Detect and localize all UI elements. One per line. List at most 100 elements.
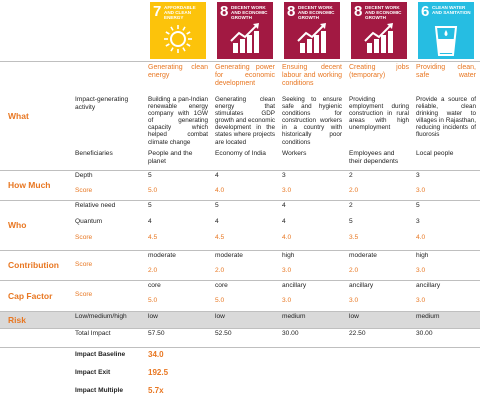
cell: 3.0 <box>416 187 426 194</box>
cell: ancillary <box>349 282 374 289</box>
cell: 2 <box>349 172 353 179</box>
cell: 5.0 <box>215 297 225 304</box>
sdg-icon <box>230 23 259 53</box>
sdg-number: 7 <box>153 3 162 20</box>
sdg-label: DECENT WORK AND ECONOMIC GROWTH <box>231 5 268 20</box>
column-title: Creating jobs (temporary) <box>349 64 409 79</box>
sdg-label: DECENT WORK AND ECONOMIC GROWTH <box>298 5 335 20</box>
row-label: Low/medium/high <box>75 313 127 320</box>
separator <box>0 347 480 348</box>
cell: medium <box>416 313 440 320</box>
summary-value: 192.5 <box>148 368 169 377</box>
row-label: Score <box>75 234 93 241</box>
cell: 4.0 <box>282 234 292 241</box>
separator <box>0 170 480 171</box>
cell: 4.0 <box>215 187 225 194</box>
sdg-number: 8 <box>354 3 363 20</box>
sdg-label: CLEAN WATER AND SANITATION <box>432 5 471 15</box>
cell: 2.0 <box>349 267 359 274</box>
cell: People and the planet <box>148 150 193 165</box>
summary-value: 5.7x <box>148 386 164 395</box>
cell: 3.5 <box>349 234 359 241</box>
sdg-tile: 6 CLEAN WATER AND SANITATION <box>418 2 474 59</box>
separator <box>0 61 480 62</box>
cell: 4 <box>148 218 152 225</box>
cell: ancillary <box>282 282 307 289</box>
cell: Generating clean energy that stimulates … <box>215 96 275 146</box>
cell: moderate <box>148 252 176 259</box>
section-label: Who <box>8 220 27 230</box>
cell: 4 <box>282 202 286 209</box>
sdg-icon <box>164 25 192 53</box>
separator <box>0 311 480 312</box>
summary-label: Impact Exit <box>75 369 111 376</box>
row-label: Depth <box>75 172 93 179</box>
cell: 4.0 <box>416 234 426 241</box>
cell: 5 <box>416 202 420 209</box>
cell: 2 <box>349 202 353 209</box>
cell: 30.00 <box>416 330 433 337</box>
cell: high <box>416 252 429 259</box>
row-label: Beneficiaries <box>75 150 113 157</box>
cell: 22.50 <box>349 330 366 337</box>
cell: Workers <box>282 150 307 157</box>
section-label: Contribution <box>8 260 59 270</box>
cell: core <box>215 282 228 289</box>
cell: 5 <box>215 202 219 209</box>
column-title: Providing clean, safe water <box>416 64 476 79</box>
cell: 3.0 <box>282 297 292 304</box>
sdg-tile: 8 DECENT WORK AND ECONOMIC GROWTH <box>284 2 340 59</box>
separator <box>0 328 480 329</box>
separator <box>0 250 480 251</box>
row-label: Impact-generating activity <box>75 96 129 111</box>
column-title: Generating clean energy <box>148 64 208 79</box>
cell: 5 <box>349 218 353 225</box>
cell: ancillary <box>416 282 441 289</box>
cell: 4 <box>282 218 286 225</box>
cell: 3.0 <box>416 267 426 274</box>
cell: 5.0 <box>148 297 158 304</box>
cell: Building a pan-Indian renewable energy c… <box>148 96 208 146</box>
cell: Seeking to ensure safe and hygienic cond… <box>282 96 342 146</box>
sdg-label: AFFORDABLE AND CLEAN ENERGY <box>164 5 196 20</box>
column-title: Generating power for economic developmen… <box>215 64 275 87</box>
sdg-icon <box>364 23 393 53</box>
cell: Provide a source of reliable, clean drin… <box>416 96 476 139</box>
cell: 4.5 <box>215 234 225 241</box>
cell: low <box>215 313 225 320</box>
summary-label: Impact Multiple <box>75 387 123 394</box>
row-label: Relative need <box>75 202 116 209</box>
sdg-tile: 8 DECENT WORK AND ECONOMIC GROWTH <box>351 2 407 59</box>
cell: 30.00 <box>282 330 299 337</box>
sdg-number: 8 <box>220 3 229 20</box>
sdg-tile: 8 DECENT WORK AND ECONOMIC GROWTH <box>217 2 273 59</box>
section-label: What <box>8 111 29 121</box>
row-label: Score <box>75 187 93 194</box>
cell: 5.0 <box>148 187 158 194</box>
cell: 2.0 <box>215 267 225 274</box>
cell: 5 <box>148 202 152 209</box>
risk-band <box>0 312 480 328</box>
separator <box>0 200 480 201</box>
sdg-tile: 7 AFFORDABLE AND CLEAN ENERGY <box>150 2 206 59</box>
cell: 2.0 <box>148 267 158 274</box>
cell: low <box>148 313 158 320</box>
cell: high <box>282 252 295 259</box>
cell: 3.0 <box>416 297 426 304</box>
separator <box>0 280 480 281</box>
cell: Providing employment during construction… <box>349 96 409 132</box>
summary-value: 34.0 <box>148 350 164 359</box>
cell: moderate <box>349 252 377 259</box>
sdg-label: DECENT WORK AND ECONOMIC GROWTH <box>365 5 402 20</box>
cell: 3.0 <box>282 187 292 194</box>
column-title: Ensuing decent labour and working condit… <box>282 64 342 87</box>
cell: 4 <box>215 218 219 225</box>
row-label: Quantum <box>75 218 103 225</box>
cell: 4 <box>215 172 219 179</box>
cell: 3 <box>416 218 420 225</box>
cell: 3.0 <box>282 267 292 274</box>
sdg-icon <box>434 26 458 56</box>
cell: 3.0 <box>349 297 359 304</box>
cell: medium <box>282 313 306 320</box>
